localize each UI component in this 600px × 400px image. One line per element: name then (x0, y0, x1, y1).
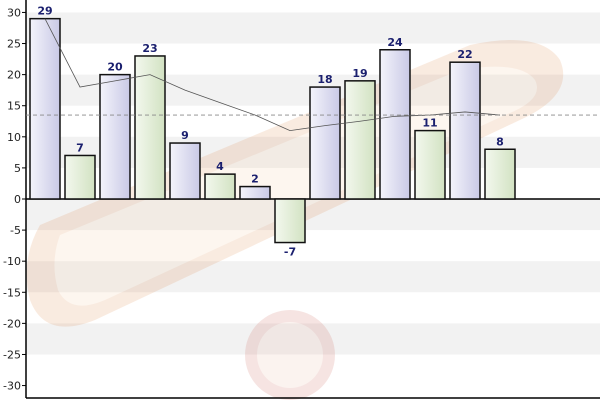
data-label: 9 (181, 129, 189, 142)
data-label: 19 (352, 67, 367, 80)
y-tick-label: 30 (7, 6, 21, 19)
bars (29, 17, 516, 244)
data-label: 7 (76, 141, 84, 154)
watermark-cricket-bat-icon (26, 40, 564, 400)
bar (134, 55, 166, 200)
y-tick-label: -5 (10, 224, 21, 237)
grid-band (26, 261, 600, 293)
data-label: 20 (107, 61, 123, 74)
y-tick-label: 25 (7, 38, 21, 51)
data-labels: 29 7 20 23 9 4 2 -7 18 19 24 11 22 8 (37, 5, 503, 259)
bar (29, 17, 61, 200)
data-label: 23 (142, 42, 157, 55)
bar (484, 148, 516, 200)
y-tick-label: 10 (7, 131, 21, 144)
bar (274, 198, 306, 244)
bar (239, 185, 271, 200)
data-label: -7 (284, 246, 296, 259)
y-tick-label: -10 (3, 255, 21, 268)
bar (344, 80, 376, 200)
y-tick-label: -30 (3, 380, 21, 393)
data-label: 29 (37, 5, 52, 18)
y-tick-label: 15 (7, 100, 21, 113)
lines (26, 18, 600, 132)
y-tick-label: 0 (14, 193, 21, 206)
bar (64, 154, 96, 200)
bar (449, 61, 481, 200)
data-label: 18 (317, 73, 332, 86)
data-label: 2 (251, 173, 259, 186)
bar (309, 86, 341, 200)
y-tick-label: -15 (3, 286, 21, 299)
data-label: 11 (422, 117, 437, 130)
data-label: 4 (216, 160, 224, 173)
data-label: 24 (387, 36, 403, 49)
y-tick-label: 5 (14, 162, 21, 175)
data-label: 8 (496, 135, 504, 148)
grid-band (26, 199, 600, 231)
bar (204, 173, 236, 200)
y-tick-label: -25 (3, 348, 21, 361)
y-tick-label: -20 (3, 317, 21, 330)
bar (379, 49, 411, 200)
bar (99, 73, 131, 200)
bar (414, 129, 446, 200)
bar (169, 142, 201, 200)
grid-band (26, 12, 600, 44)
grid-band (26, 323, 600, 355)
trend-line (44, 18, 501, 132)
data-label: 22 (457, 48, 472, 61)
y-tick-label: 20 (7, 69, 21, 82)
